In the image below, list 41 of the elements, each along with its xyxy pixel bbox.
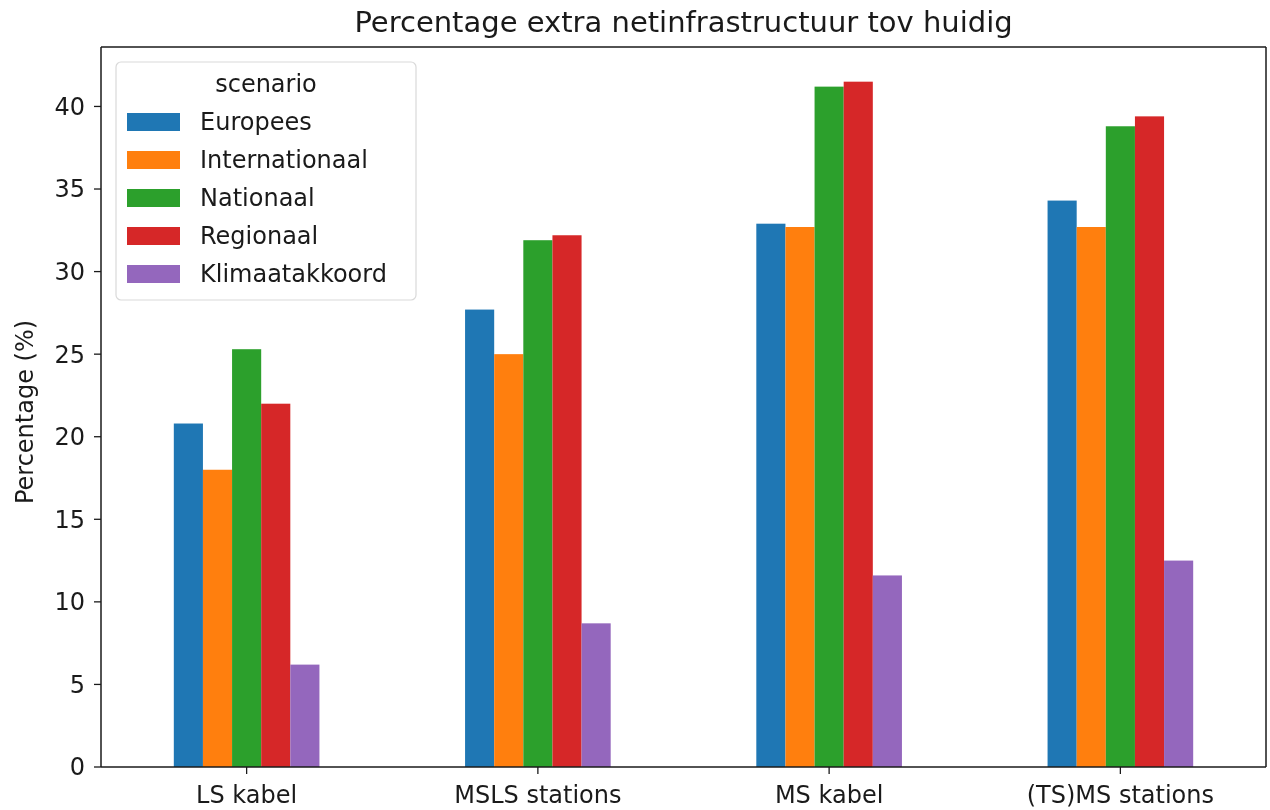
x-tick-label: (TS)MS stations — [1026, 781, 1215, 809]
bar — [232, 349, 262, 767]
bar — [465, 309, 495, 767]
legend-label: Europees — [200, 108, 312, 136]
chart-title: Percentage extra netinfrastructuur tov huidig — [354, 5, 1013, 39]
bar — [1076, 227, 1106, 767]
bar — [872, 575, 902, 767]
x-tick-label: LS kabel — [196, 781, 298, 809]
bar — [202, 469, 233, 767]
y-axis-title: Percentage (%) — [11, 319, 39, 505]
bar — [173, 423, 203, 767]
bar — [494, 354, 524, 767]
legend-label: Regionaal — [200, 222, 319, 250]
bar — [290, 664, 320, 767]
y-tick-label: 0 — [69, 753, 85, 782]
bar — [756, 223, 786, 767]
x-tick-label: MS kabel — [774, 781, 884, 809]
y-tick-label: 10 — [54, 588, 85, 617]
bar — [785, 227, 815, 767]
bar — [552, 235, 582, 767]
legend-label: Klimaatakkoord — [200, 260, 387, 288]
bar — [1047, 200, 1077, 767]
y-tick-label: 25 — [54, 340, 85, 369]
x-tick-label: MSLS stations — [454, 781, 622, 809]
bar — [843, 81, 873, 767]
y-tick-label: 40 — [54, 92, 85, 121]
bar — [581, 623, 611, 767]
bar — [523, 240, 553, 767]
y-tick-label: 35 — [54, 175, 85, 204]
bar — [1134, 116, 1165, 767]
bar — [1105, 126, 1135, 767]
y-tick-label: 5 — [69, 670, 85, 699]
y-tick-label: 30 — [54, 257, 85, 286]
y-tick-label: 20 — [54, 423, 85, 452]
y-tick-label: 15 — [54, 505, 85, 534]
legend-label: Internationaal — [200, 146, 368, 174]
bar — [261, 403, 291, 767]
bar — [1164, 560, 1194, 767]
legend-label: Nationaal — [200, 184, 315, 212]
bar — [814, 86, 844, 767]
legend-title: scenario — [215, 70, 317, 98]
